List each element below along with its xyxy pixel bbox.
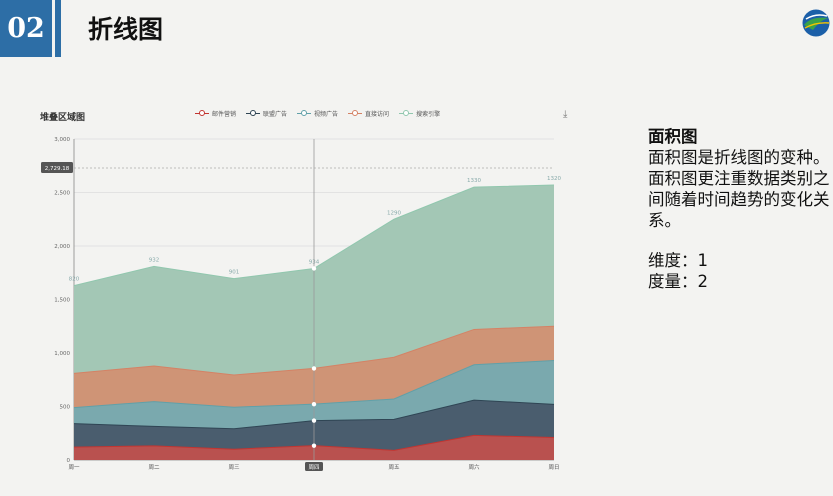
legend-item-1[interactable]: 邮件营销 [195,109,236,118]
side-dimension: 维度：1 [648,251,708,270]
data-label: 932 [149,257,160,263]
legend-label: 视频广告 [314,111,339,118]
side-line-1: 面积图是折线图的变种。 [648,148,830,167]
page-title: 折线图 [88,15,164,44]
hover-point [311,266,317,271]
section-number: 02 [0,0,52,57]
legend-label: 搜索引擎 [416,111,441,118]
x-tick-label: 周三 [228,464,240,471]
legend-label: 联盟广告 [263,111,288,118]
data-label: 1330 [467,178,481,184]
y-tick-label: 0 [67,458,71,464]
side-panel: 面积图 面积图是折线图的变种。 面积图更注重数据类别之间随着时间趋势的变化关系。… [648,126,833,292]
side-line-2: 面积图更注重数据类别之间随着时间趋势的变化关系。 [648,169,830,230]
legend-item-4[interactable]: 直接访问 [348,109,389,118]
header-band [0,0,833,57]
legend-swatch-icon [399,110,414,118]
x-tick-label: 周四 [308,464,319,471]
globe-logo-icon [802,9,830,37]
x-tick-label: 周一 [68,464,80,471]
x-tick-highlight [305,462,323,471]
data-label: 820 [69,277,80,283]
y-tick-label: 2,500 [54,191,70,197]
legend-swatch-icon [195,110,209,118]
accent-stripe [55,0,61,57]
legend-swatch-icon [246,110,261,118]
x-tick-label: 周日 [548,464,559,471]
legend-item-3[interactable]: 视频广告 [297,109,338,118]
side-measure: 度量：2 [648,272,708,291]
tooltip-value-box [41,161,73,173]
data-label: 1320 [547,176,561,182]
data-label: 1290 [387,210,401,216]
y-tick-label: 2,000 [54,244,70,250]
y-tick-label: 1,000 [54,351,70,357]
legend-label: 邮件营销 [212,111,237,118]
legend-label: 直接访问 [365,111,390,118]
chart-legend: 邮件营销 联盟广告 视频广告 直接访问 搜索引擎 [195,109,440,118]
tooltip-value-label: 2,729.18 [45,166,70,172]
x-tick-label: 周五 [388,464,400,471]
y-tick-label: 1,500 [54,298,70,304]
legend-item-2[interactable]: 联盟广告 [246,109,287,118]
legend-item-5[interactable]: 搜索引擎 [399,109,440,118]
legend-swatch-icon [348,110,363,118]
legend-swatch-icon [297,110,312,118]
data-label: 901 [229,270,240,276]
x-tick-label: 周六 [468,463,480,471]
hover-point [311,418,317,423]
hover-point [311,366,317,371]
hover-point [311,401,317,407]
chart-title: 堆叠区域图 [40,113,86,123]
y-tick-label: 500 [60,405,71,411]
x-tick-label: 周二 [148,464,160,471]
download-icon[interactable]: ⤓ [563,109,568,120]
hover-point [311,443,317,448]
side-heading: 面积图 [648,127,698,146]
y-tick-label: 3,000 [54,137,70,143]
